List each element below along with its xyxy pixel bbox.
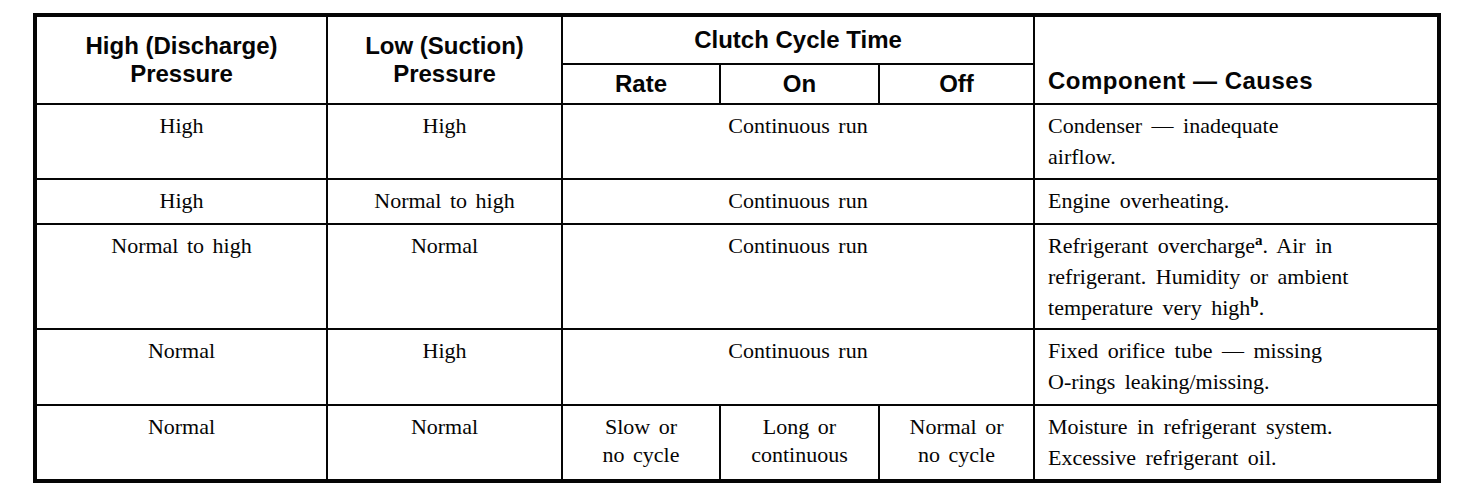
cell-component-causes: Engine overheating. xyxy=(1034,179,1439,224)
cell-clutch-cycle: Continuous run xyxy=(562,329,1034,405)
table-row: Normal to high Normal Continuous run Ref… xyxy=(35,224,1439,329)
cell-component-causes: Refrigerant overchargea. Air in refriger… xyxy=(1034,224,1439,329)
table-row: Normal Normal Slow or no cycle Long or c… xyxy=(35,405,1439,481)
cell-high-pressure: Normal xyxy=(35,405,327,481)
table-row: High High Continuous run Condenser — ina… xyxy=(35,104,1439,179)
cell-low-pressure: High xyxy=(327,104,562,179)
th-high-discharge-pressure: High (Discharge) Pressure xyxy=(35,15,327,104)
causes-text: . xyxy=(1259,295,1265,320)
table-row: High Normal to high Continuous run Engin… xyxy=(35,179,1439,224)
cell-clutch-cycle: Continuous run xyxy=(562,179,1034,224)
cell-low-pressure: Normal to high xyxy=(327,179,562,224)
cell-low-pressure: Normal xyxy=(327,405,562,481)
th-low-suction-pressure: Low (Suction) Pressure xyxy=(327,15,562,104)
cell-high-pressure: High xyxy=(35,104,327,179)
cell-component-causes: Moisture in refrigerant system. Excessiv… xyxy=(1034,405,1439,481)
table-row: Normal High Continuous run Fixed orifice… xyxy=(35,329,1439,405)
th-clutch-cycle-time: Clutch Cycle Time xyxy=(562,15,1034,64)
cell-clutch-off: Normal or no cycle xyxy=(879,405,1034,481)
cell-high-pressure: Normal to high xyxy=(35,224,327,329)
th-on: On xyxy=(720,64,879,104)
th-component-causes: Component — Causes xyxy=(1034,15,1439,104)
cell-high-pressure: Normal xyxy=(35,329,327,405)
th-off: Off xyxy=(879,64,1034,104)
cell-component-causes: Fixed orifice tube — missing O-rings lea… xyxy=(1034,329,1439,405)
footnote-marker-a: a xyxy=(1255,232,1263,248)
cell-clutch-cycle: Continuous run xyxy=(562,104,1034,179)
cell-low-pressure: Normal xyxy=(327,224,562,329)
th-rate: Rate xyxy=(562,64,720,104)
causes-text: Refrigerant overcharge xyxy=(1048,233,1255,258)
footnote-marker-b: b xyxy=(1250,294,1258,310)
clutch-cycle-diagnosis-table: High (Discharge) Pressure Low (Suction) … xyxy=(33,13,1441,483)
header-row-1: High (Discharge) Pressure Low (Suction) … xyxy=(35,15,1439,64)
scanned-page: High (Discharge) Pressure Low (Suction) … xyxy=(0,0,1472,494)
cell-component-causes: Condenser — inadequate airflow. xyxy=(1034,104,1439,179)
cell-low-pressure: High xyxy=(327,329,562,405)
cell-high-pressure: High xyxy=(35,179,327,224)
cell-clutch-rate: Slow or no cycle xyxy=(562,405,720,481)
cell-clutch-cycle: Continuous run xyxy=(562,224,1034,329)
cell-clutch-on: Long or continuous xyxy=(720,405,879,481)
